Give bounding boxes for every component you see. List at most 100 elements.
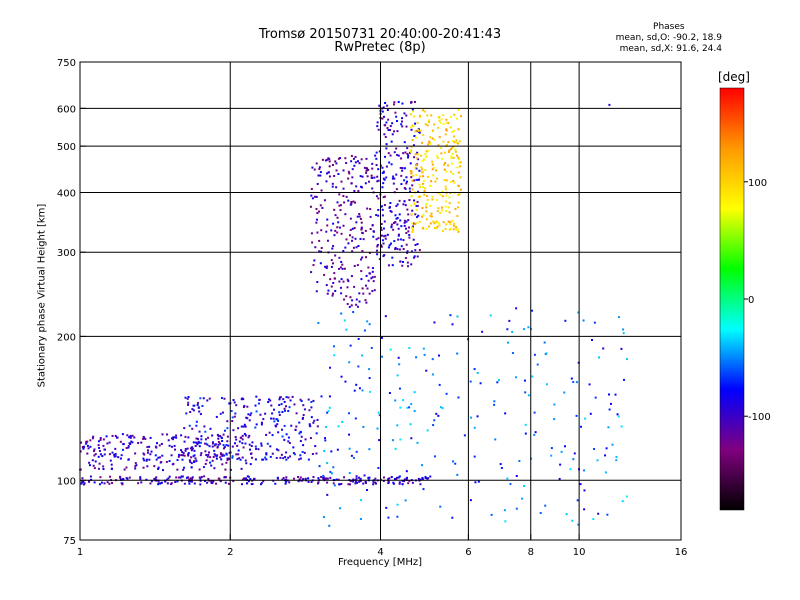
- data-point: [190, 466, 193, 469]
- data-point: [204, 462, 207, 465]
- data-point: [225, 453, 228, 456]
- data-point: [248, 434, 251, 437]
- data-point: [219, 479, 222, 482]
- data-point: [365, 256, 368, 259]
- data-point: [241, 478, 244, 481]
- data-point: [372, 481, 375, 484]
- data-point: [392, 182, 395, 185]
- data-point: [348, 172, 351, 175]
- data-point: [459, 165, 462, 168]
- data-point: [410, 263, 413, 266]
- data-point: [411, 222, 414, 225]
- data-point: [326, 481, 329, 484]
- data-point: [382, 479, 385, 482]
- data-point: [97, 455, 100, 458]
- data-point: [615, 459, 618, 462]
- data-point: [376, 253, 379, 256]
- data-point: [352, 157, 355, 160]
- data-point: [443, 168, 446, 171]
- data-point: [311, 166, 314, 169]
- data-point: [311, 197, 314, 200]
- data-point: [393, 151, 396, 154]
- data-point: [383, 133, 386, 136]
- data-point: [383, 235, 386, 238]
- data-point: [328, 406, 331, 409]
- data-point: [441, 195, 444, 198]
- data-point: [188, 482, 191, 485]
- data-point: [180, 454, 183, 457]
- data-point: [223, 454, 226, 457]
- data-point: [352, 246, 355, 249]
- data-point: [338, 226, 341, 229]
- data-point: [188, 480, 191, 483]
- data-point: [222, 447, 225, 450]
- data-point: [398, 199, 401, 202]
- data-point: [134, 462, 137, 465]
- data-point: [338, 193, 341, 196]
- data-point: [143, 459, 146, 462]
- data-point: [411, 108, 414, 111]
- data-point: [350, 304, 353, 307]
- data-point: [221, 463, 224, 466]
- data-point: [182, 452, 185, 455]
- data-point: [408, 199, 411, 202]
- data-point: [399, 406, 402, 409]
- data-point: [86, 444, 89, 447]
- data-point: [455, 117, 458, 120]
- data-point: [278, 411, 281, 414]
- data-point: [323, 450, 326, 453]
- data-point: [272, 408, 275, 411]
- data-point: [244, 442, 247, 445]
- data-point: [111, 451, 114, 454]
- data-point: [282, 398, 285, 401]
- data-point: [195, 441, 198, 444]
- data-point: [186, 447, 189, 450]
- data-point: [106, 481, 109, 484]
- data-point: [125, 447, 128, 450]
- data-point: [450, 156, 453, 159]
- data-point: [121, 448, 124, 451]
- data-point: [187, 401, 190, 404]
- data-point: [394, 246, 397, 249]
- data-point: [397, 154, 400, 157]
- data-point: [622, 328, 625, 331]
- data-point: [397, 356, 400, 359]
- data-point: [343, 298, 346, 301]
- data-point: [403, 221, 406, 224]
- data-point: [332, 466, 335, 469]
- data-point: [413, 199, 416, 202]
- data-point: [359, 217, 362, 220]
- data-point: [577, 311, 580, 314]
- data-point: [473, 455, 476, 458]
- data-point: [321, 158, 324, 161]
- data-point: [427, 225, 430, 228]
- data-point: [383, 220, 386, 223]
- data-point: [247, 436, 250, 439]
- data-point: [105, 435, 108, 438]
- data-point: [435, 177, 438, 180]
- data-point: [370, 277, 373, 280]
- data-point: [455, 226, 458, 229]
- data-point: [183, 427, 186, 430]
- data-point: [170, 437, 173, 440]
- data-point: [572, 381, 575, 384]
- data-point: [162, 469, 165, 472]
- data-point: [157, 467, 160, 470]
- data-point: [126, 434, 129, 437]
- data-point: [226, 427, 229, 430]
- data-point: [328, 160, 331, 163]
- data-point: [121, 433, 124, 436]
- data-point: [339, 507, 342, 510]
- data-point: [449, 223, 452, 226]
- data-point: [401, 117, 404, 120]
- data-point: [357, 365, 360, 368]
- data-point: [260, 442, 263, 445]
- data-point: [425, 206, 428, 209]
- data-point: [455, 154, 458, 157]
- data-point: [436, 198, 439, 201]
- data-point: [285, 433, 288, 436]
- data-point: [377, 197, 380, 200]
- data-point: [494, 438, 497, 441]
- data-point: [388, 391, 391, 394]
